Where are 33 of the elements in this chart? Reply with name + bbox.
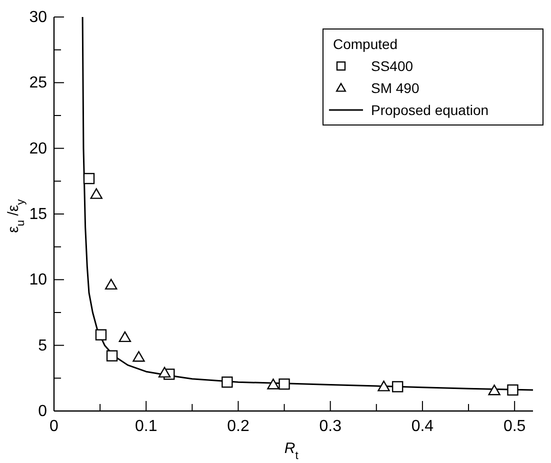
y-tick-label: 10	[29, 272, 48, 289]
x-tick-label: 0.1	[134, 418, 158, 435]
x-tick-label: 0.4	[411, 418, 434, 435]
x-tick-label: 0.3	[319, 418, 342, 435]
legend-label: SM 490	[371, 80, 420, 96]
point	[132, 351, 145, 362]
y-tick-label: 25	[29, 74, 48, 92]
legend-title: Computed	[333, 36, 398, 52]
x-tick-label: 0	[50, 418, 59, 435]
y-tick-label: 20	[29, 140, 48, 158]
y-tick-label: 0	[38, 403, 48, 420]
point	[106, 350, 118, 362]
y-tick-label: 30	[29, 9, 48, 26]
point	[378, 380, 390, 392]
x-tick-label: 0.5	[503, 418, 526, 435]
legend-label: SS400	[371, 58, 414, 74]
legend-label: Proposed equation	[371, 102, 489, 118]
point	[392, 381, 404, 392]
y-tick-label: 15	[29, 206, 48, 223]
point	[158, 366, 171, 378]
x-axis-title: R$_{t}$	[284, 440, 300, 462]
point	[105, 278, 118, 290]
y-tick-label: 5	[38, 337, 48, 354]
point	[507, 384, 518, 396]
x-tick-label: 0.2	[227, 418, 250, 435]
point	[278, 378, 290, 390]
point	[90, 188, 102, 199]
point	[83, 172, 95, 184]
point	[222, 376, 233, 388]
point	[118, 331, 132, 342]
point	[95, 329, 107, 340]
point	[488, 384, 500, 396]
point	[267, 378, 280, 390]
